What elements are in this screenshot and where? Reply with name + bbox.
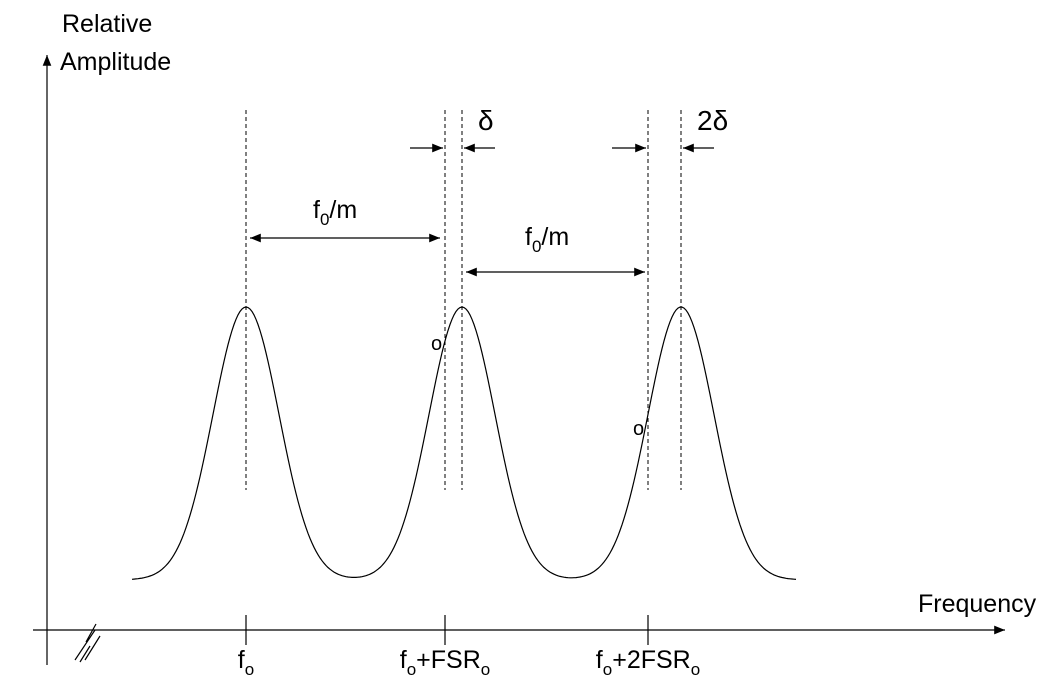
label-text: f [525, 223, 532, 251]
label-text: f [596, 646, 603, 674]
tick-label: fo+2FSRo [596, 646, 700, 679]
offset-label: 2δ [697, 105, 728, 136]
tick-label: fo [238, 646, 254, 679]
subscript: o [245, 660, 254, 679]
subscript: o [481, 660, 490, 679]
marker: o [431, 333, 442, 355]
subscript: o [691, 660, 700, 679]
subscript: o [603, 660, 612, 679]
label-text: f [238, 646, 245, 674]
label-text: f [400, 646, 407, 674]
label-text: +2FSR [612, 646, 691, 674]
marker: o [633, 418, 644, 440]
subscript: o [407, 660, 416, 679]
label-text: +FSR [416, 646, 481, 674]
spacing-label: f0/m [313, 196, 357, 229]
axis-break [74, 623, 101, 663]
label-text: f [313, 196, 320, 224]
y-axis-label: Relative [62, 10, 152, 38]
label-text: /m [541, 223, 569, 251]
x-axis-label: Frequency [918, 590, 1037, 618]
subscript: 0 [532, 237, 541, 256]
label-text: /m [329, 196, 357, 224]
spacing-label: f0/m [525, 223, 569, 256]
tick-label: fo+FSRo [400, 646, 491, 679]
transmission-curve [131, 306, 797, 580]
subscript: 0 [320, 210, 329, 229]
y-axis-label: Amplitude [60, 48, 171, 76]
offset-label: δ [478, 105, 494, 136]
